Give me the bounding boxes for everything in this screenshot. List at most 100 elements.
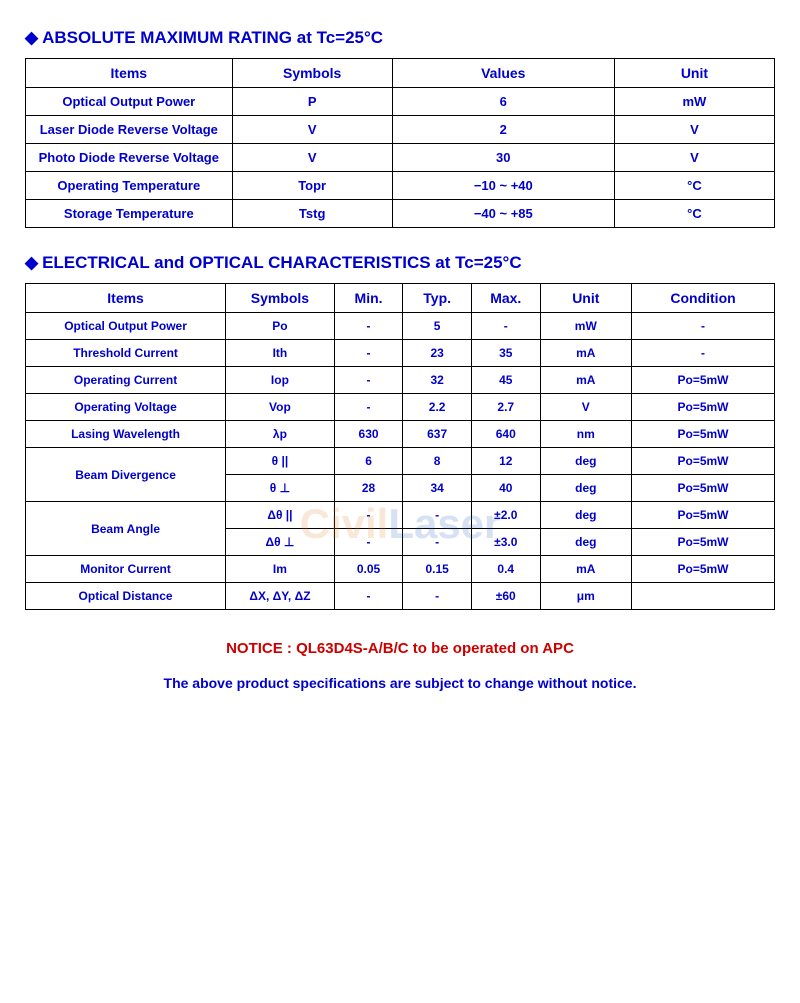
cell-value: −40 ~ +85 (392, 200, 614, 228)
cell-typ: 5 (403, 313, 472, 340)
table-row: Beam AngleΔθ ||--±2.0degPo=5mW (26, 502, 775, 529)
table-row: Lasing Wavelengthλp630637640nmPo=5mW (26, 421, 775, 448)
table-row: Threshold CurrentIth-2335mA- (26, 340, 775, 367)
cell-condition: Po=5mW (632, 556, 775, 583)
cell-typ: - (403, 529, 472, 556)
section2-title: ELECTRICAL and OPTICAL CHARACTERISTICS a… (25, 253, 775, 273)
cell-min: 0.05 (334, 556, 403, 583)
table-header-row: Items Symbols Values Unit (26, 59, 775, 88)
cell-max: 35 (471, 340, 540, 367)
cell-item: Operating Current (26, 367, 226, 394)
table-row: Optical DistanceΔX, ΔY, ΔZ--±60μm (26, 583, 775, 610)
cell-symbol: Po (226, 313, 335, 340)
cell-unit: °C (614, 172, 774, 200)
notice-text: NOTICE : QL63D4S-A/B/C to be operated on… (25, 640, 775, 657)
cell-typ: 23 (403, 340, 472, 367)
header-max: Max. (471, 284, 540, 313)
cell-max: 45 (471, 367, 540, 394)
cell-value: 2 (392, 116, 614, 144)
cell-item: Optical Output Power (26, 88, 233, 116)
cell-symbol: Δθ || (226, 502, 335, 529)
cell-unit: mW (540, 313, 631, 340)
table-row: Photo Diode Reverse VoltageV30V (26, 144, 775, 172)
cell-symbol: Δθ ⊥ (226, 529, 335, 556)
cell-item: Optical Output Power (26, 313, 226, 340)
disclaimer-text: The above product specifications are sub… (25, 675, 775, 691)
cell-max: ±60 (471, 583, 540, 610)
cell-symbol: θ || (226, 448, 335, 475)
table-row: Operating CurrentIop-3245mAPo=5mW (26, 367, 775, 394)
cell-max: 0.4 (471, 556, 540, 583)
cell-max: 640 (471, 421, 540, 448)
cell-item: Monitor Current (26, 556, 226, 583)
cell-min: - (334, 394, 403, 421)
table-row: Operating TemperatureTopr−10 ~ +40°C (26, 172, 775, 200)
cell-typ: 637 (403, 421, 472, 448)
electrical-optical-table: Items Symbols Min. Typ. Max. Unit Condit… (25, 283, 775, 610)
cell-min: - (334, 502, 403, 529)
cell-value: 6 (392, 88, 614, 116)
cell-max: ±3.0 (471, 529, 540, 556)
header-items: Items (26, 59, 233, 88)
table-row: Operating VoltageVop-2.22.7VPo=5mW (26, 394, 775, 421)
cell-condition: Po=5mW (632, 394, 775, 421)
cell-symbol: V (232, 116, 392, 144)
cell-symbol: P (232, 88, 392, 116)
cell-symbol: Im (226, 556, 335, 583)
absolute-max-rating-table: Items Symbols Values Unit Optical Output… (25, 58, 775, 228)
cell-condition: Po=5mW (632, 448, 775, 475)
cell-unit: °C (614, 200, 774, 228)
cell-typ: 32 (403, 367, 472, 394)
cell-min: - (334, 583, 403, 610)
cell-min: - (334, 313, 403, 340)
cell-item: Photo Diode Reverse Voltage (26, 144, 233, 172)
cell-item: Threshold Current (26, 340, 226, 367)
cell-condition: Po=5mW (632, 367, 775, 394)
cell-item: Optical Distance (26, 583, 226, 610)
cell-max: 40 (471, 475, 540, 502)
cell-condition: - (632, 313, 775, 340)
section1-title: ABSOLUTE MAXIMUM RATING at Tc=25°C (25, 28, 775, 48)
cell-symbol: V (232, 144, 392, 172)
table-row: Monitor CurrentIm0.050.150.4mAPo=5mW (26, 556, 775, 583)
cell-symbol: Ith (226, 340, 335, 367)
cell-item: Laser Diode Reverse Voltage (26, 116, 233, 144)
cell-min: 630 (334, 421, 403, 448)
cell-unit: deg (540, 448, 631, 475)
cell-condition: Po=5mW (632, 421, 775, 448)
header-values: Values (392, 59, 614, 88)
cell-min: 28 (334, 475, 403, 502)
cell-symbol: θ ⊥ (226, 475, 335, 502)
header-typ: Typ. (403, 284, 472, 313)
cell-item: Operating Temperature (26, 172, 233, 200)
cell-condition: Po=5mW (632, 475, 775, 502)
cell-typ: - (403, 502, 472, 529)
cell-value: −10 ~ +40 (392, 172, 614, 200)
cell-unit: mW (614, 88, 774, 116)
table-row: Optical Output PowerP6mW (26, 88, 775, 116)
header-min: Min. (334, 284, 403, 313)
cell-symbol: λp (226, 421, 335, 448)
cell-unit: nm (540, 421, 631, 448)
cell-min: - (334, 340, 403, 367)
cell-unit: deg (540, 529, 631, 556)
cell-symbol: ΔX, ΔY, ΔZ (226, 583, 335, 610)
cell-item: Beam Divergence (26, 448, 226, 502)
header-items: Items (26, 284, 226, 313)
cell-typ: 0.15 (403, 556, 472, 583)
cell-item: Beam Angle (26, 502, 226, 556)
cell-value: 30 (392, 144, 614, 172)
cell-typ: - (403, 583, 472, 610)
table-row: Laser Diode Reverse VoltageV2V (26, 116, 775, 144)
cell-min: - (334, 367, 403, 394)
table-row: Optical Output PowerPo-5-mW- (26, 313, 775, 340)
cell-max: - (471, 313, 540, 340)
cell-min: 6 (334, 448, 403, 475)
header-symbols: Symbols (232, 59, 392, 88)
cell-item: Storage Temperature (26, 200, 233, 228)
table-row: Beam Divergenceθ ||6812degPo=5mW (26, 448, 775, 475)
cell-symbol: Topr (232, 172, 392, 200)
cell-symbol: Tstg (232, 200, 392, 228)
cell-unit: deg (540, 475, 631, 502)
header-condition: Condition (632, 284, 775, 313)
